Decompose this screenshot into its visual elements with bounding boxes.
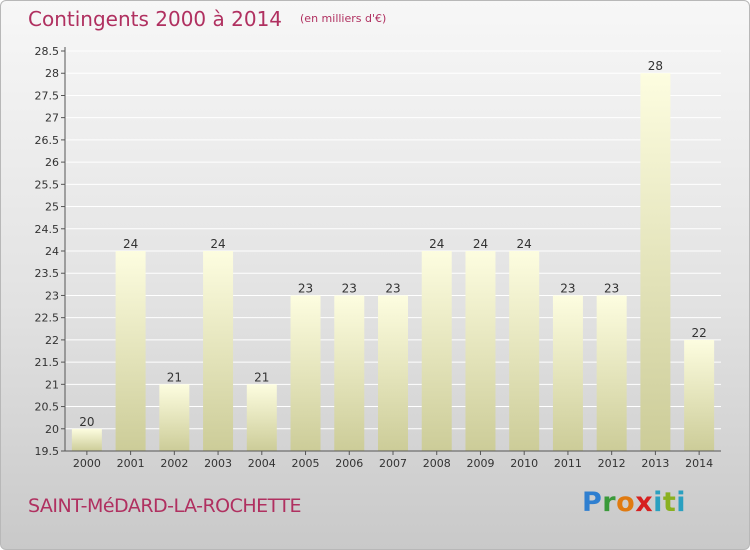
data-label-2012: 23 (604, 281, 619, 295)
data-label-2008: 24 (429, 237, 444, 251)
data-label-2014: 22 (691, 326, 706, 340)
bar-2000 (71, 428, 102, 451)
data-label-2007: 23 (385, 281, 400, 295)
data-label-2003: 24 (210, 237, 225, 251)
x-tick-label-2009: 2009 (466, 457, 494, 470)
bar-2005 (290, 295, 321, 451)
y-tick-label: 24 (45, 245, 59, 258)
data-label-2006: 23 (342, 281, 357, 295)
data-label-2011: 23 (560, 281, 575, 295)
bar-2010 (509, 251, 540, 451)
data-label-2013: 28 (648, 59, 663, 73)
y-tick-label: 22 (45, 334, 59, 347)
axes: 19.5 20 20.5 21 21.5 22 22.5 23 23.5 24 24.5 25 25.5… (35, 45, 721, 458)
x-tick-label-2006: 2006 (335, 457, 363, 470)
y-tick-label: 25.5 (35, 178, 60, 191)
y-tick-label: 26.5 (35, 134, 60, 147)
bar-2004 (246, 384, 277, 451)
data-label-2010: 24 (517, 237, 532, 251)
x-tick-label-2007: 2007 (379, 457, 407, 470)
x-tick-label-2001: 2001 (117, 457, 145, 470)
y-tick-label: 26 (45, 156, 59, 169)
commune-name: SAINT-MéDARD-LA-ROCHETTE (28, 495, 302, 517)
bar-2014 (684, 339, 715, 451)
bar-2008 (421, 251, 452, 451)
chart-title: Contingents 2000 à 2014 (en milliers d'€) (28, 7, 386, 31)
data-label-2002: 21 (167, 370, 182, 384)
y-tick-label: 21 (45, 378, 59, 391)
bar-2002 (159, 384, 190, 451)
y-tick-label: 28 (45, 67, 59, 80)
y-tick-label: 27 (45, 112, 59, 125)
title-text: Contingents 2000 à 2014 (28, 7, 283, 31)
x-tick-label-2012: 2012 (598, 457, 626, 470)
bar-2003 (203, 251, 234, 451)
bar-2012 (596, 295, 627, 451)
y-tick-label: 28.5 (35, 45, 60, 58)
data-label-2009: 24 (473, 237, 488, 251)
bar-2011 (552, 295, 583, 451)
data-label-2001: 24 (123, 237, 138, 251)
x-tick-label-2000: 2000 (73, 457, 101, 470)
proxiti-logo[interactable]: Proxiti (582, 487, 687, 518)
data-label-2000: 20 (79, 415, 94, 429)
y-tick-label: 23.5 (35, 267, 60, 280)
bar-2013 (640, 73, 671, 451)
data-label-2005: 23 (298, 281, 313, 295)
x-tick-label-2014: 2014 (685, 457, 713, 470)
title-unit: (en milliers d'€) (300, 12, 387, 25)
bar-2009 (465, 251, 496, 451)
bars (71, 73, 715, 451)
y-tick-label: 20 (45, 423, 59, 436)
x-tick-label-2002: 2002 (160, 457, 188, 470)
x-tick-label-2013: 2013 (641, 457, 669, 470)
x-tick-label-2003: 2003 (204, 457, 232, 470)
x-tick-label-2005: 2005 (292, 457, 320, 470)
x-tick-label-2008: 2008 (423, 457, 451, 470)
x-tick-label-2011: 2011 (554, 457, 582, 470)
y-tick-label: 21.5 (35, 356, 60, 369)
x-tick-label-2010: 2010 (510, 457, 538, 470)
bar-2007 (378, 295, 408, 451)
bar-2001 (115, 251, 146, 451)
y-tick-label: 22.5 (35, 312, 60, 325)
labels: 20 2000 24 2001 21 2002 24 2003 21 2004 23 2005 23 20… (73, 59, 713, 470)
y-tick-label: 20.5 (35, 401, 60, 414)
y-tick-label: 23 (45, 289, 59, 302)
data-label-2004: 21 (254, 370, 269, 384)
y-tick-label: 25 (45, 201, 59, 214)
y-tick-label: 19.5 (35, 445, 60, 458)
y-tick-label: 27.5 (35, 89, 60, 102)
x-tick-label-2004: 2004 (248, 457, 276, 470)
y-tick-label: 24.5 (35, 223, 60, 236)
bar-2006 (334, 295, 365, 451)
